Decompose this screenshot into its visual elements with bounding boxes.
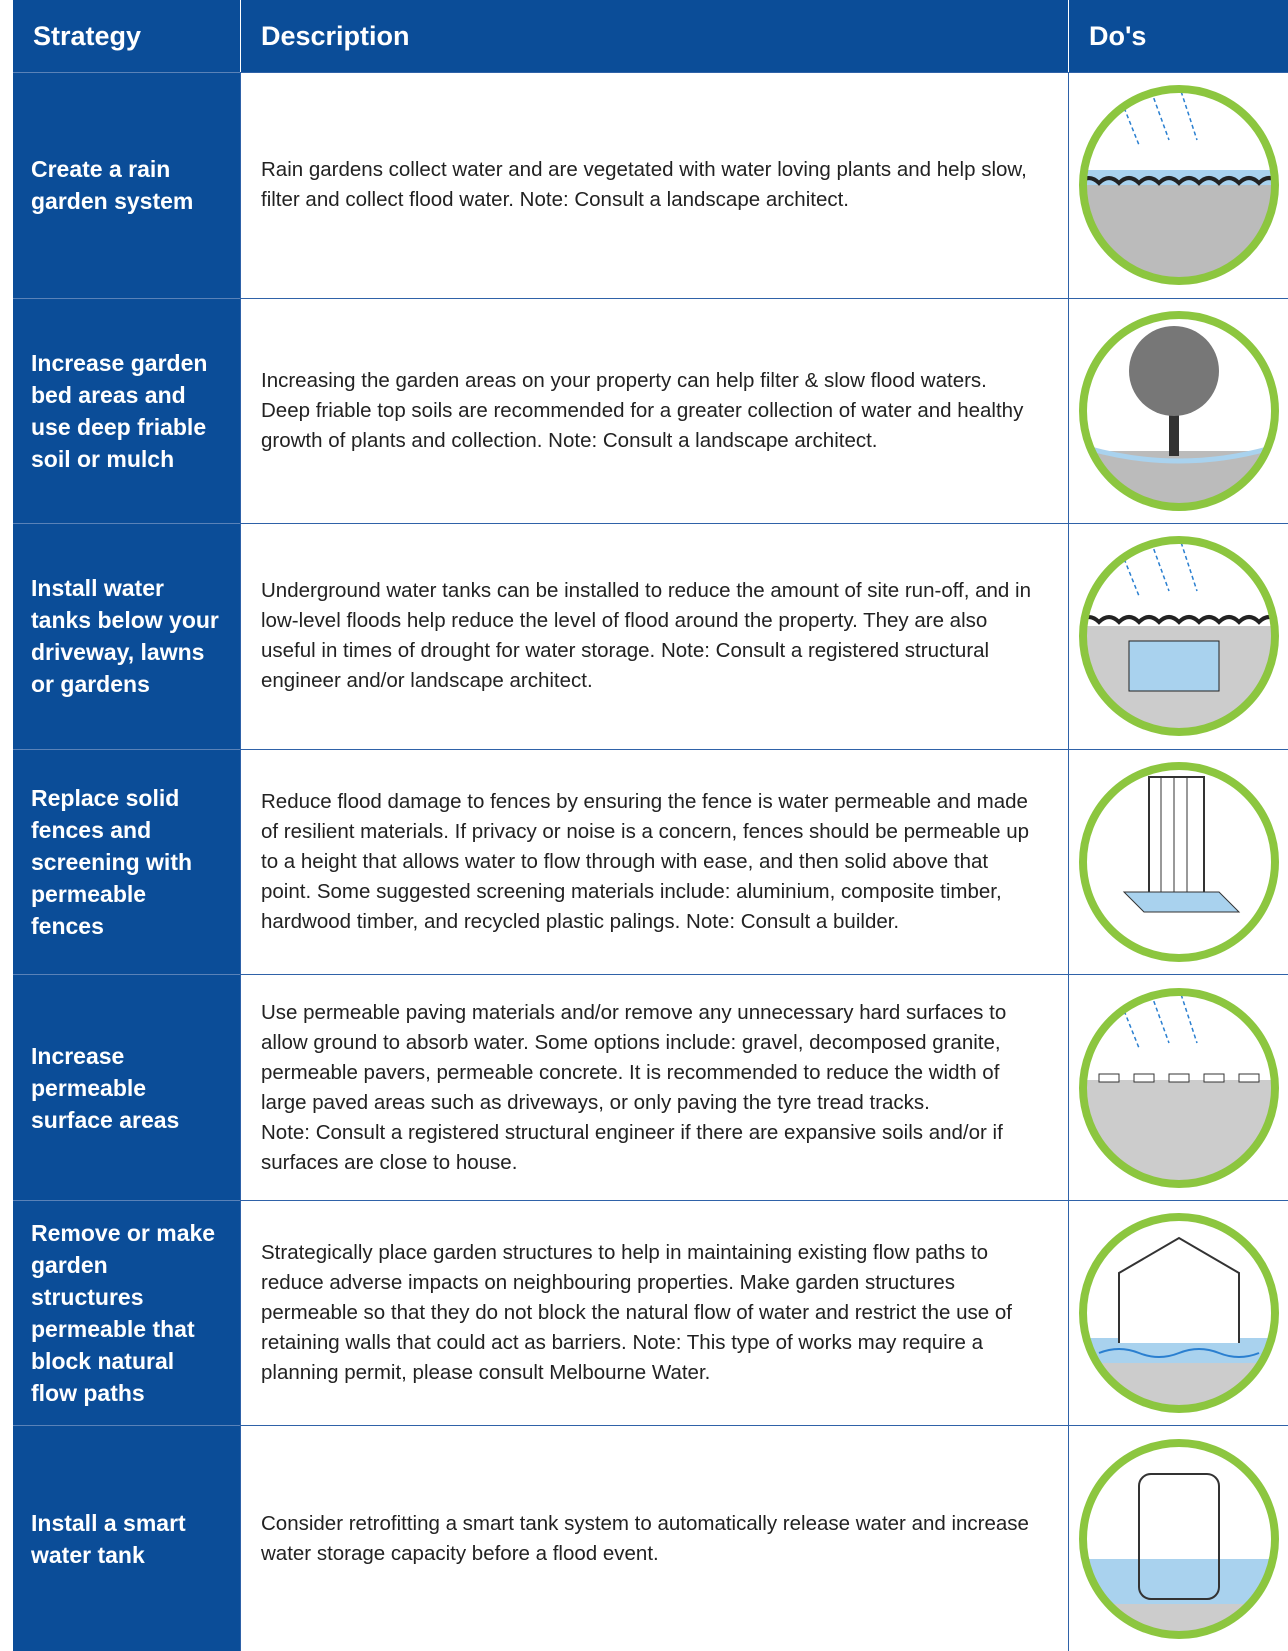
strategy-cell: Install water tanks below your driveway,… [13,523,240,749]
dos-illustration [1068,1425,1288,1651]
description-cell: Increasing the garden areas on your prop… [240,297,1068,524]
strategy-cell: Create a rain garden system [13,72,240,298]
column-header: Description [240,0,1068,72]
description-cell: Underground water tanks can be installed… [240,523,1068,749]
column-header: Strategy [13,0,240,72]
strategy-cell: Replace solid fences and screening with … [13,748,240,975]
dos-illustration [1068,72,1288,298]
illustration [1078,1213,1279,1414]
description-cell: Strategically place garden structures to… [240,1199,1068,1426]
dos-illustration [1068,297,1288,524]
description-cell: Reduce flood damage to fences by ensurin… [240,748,1068,975]
dos-illustration [1068,748,1288,975]
illustration [1078,987,1279,1188]
strategy-cell: Increase permeable surface areas [13,974,240,1200]
dos-illustration [1068,974,1288,1200]
dos-illustration [1068,523,1288,749]
dos-illustration [1068,1199,1288,1426]
description-cell: Use permeable paving materials and/or re… [240,974,1068,1200]
illustration [1078,1438,1279,1639]
illustration [1078,761,1279,962]
strategy-cell: Remove or make garden structures permeab… [13,1199,240,1426]
description-cell: Rain gardens collect water and are veget… [240,72,1068,298]
illustration [1078,310,1279,511]
strategy-cell: Increase garden bed areas and use deep f… [13,297,240,524]
description-cell: Consider retrofitting a smart tank syste… [240,1425,1068,1651]
column-header: Do's [1068,0,1288,72]
illustration [1078,536,1279,737]
illustration [1078,85,1279,286]
strategy-cell: Install a smart water tank [13,1425,240,1651]
